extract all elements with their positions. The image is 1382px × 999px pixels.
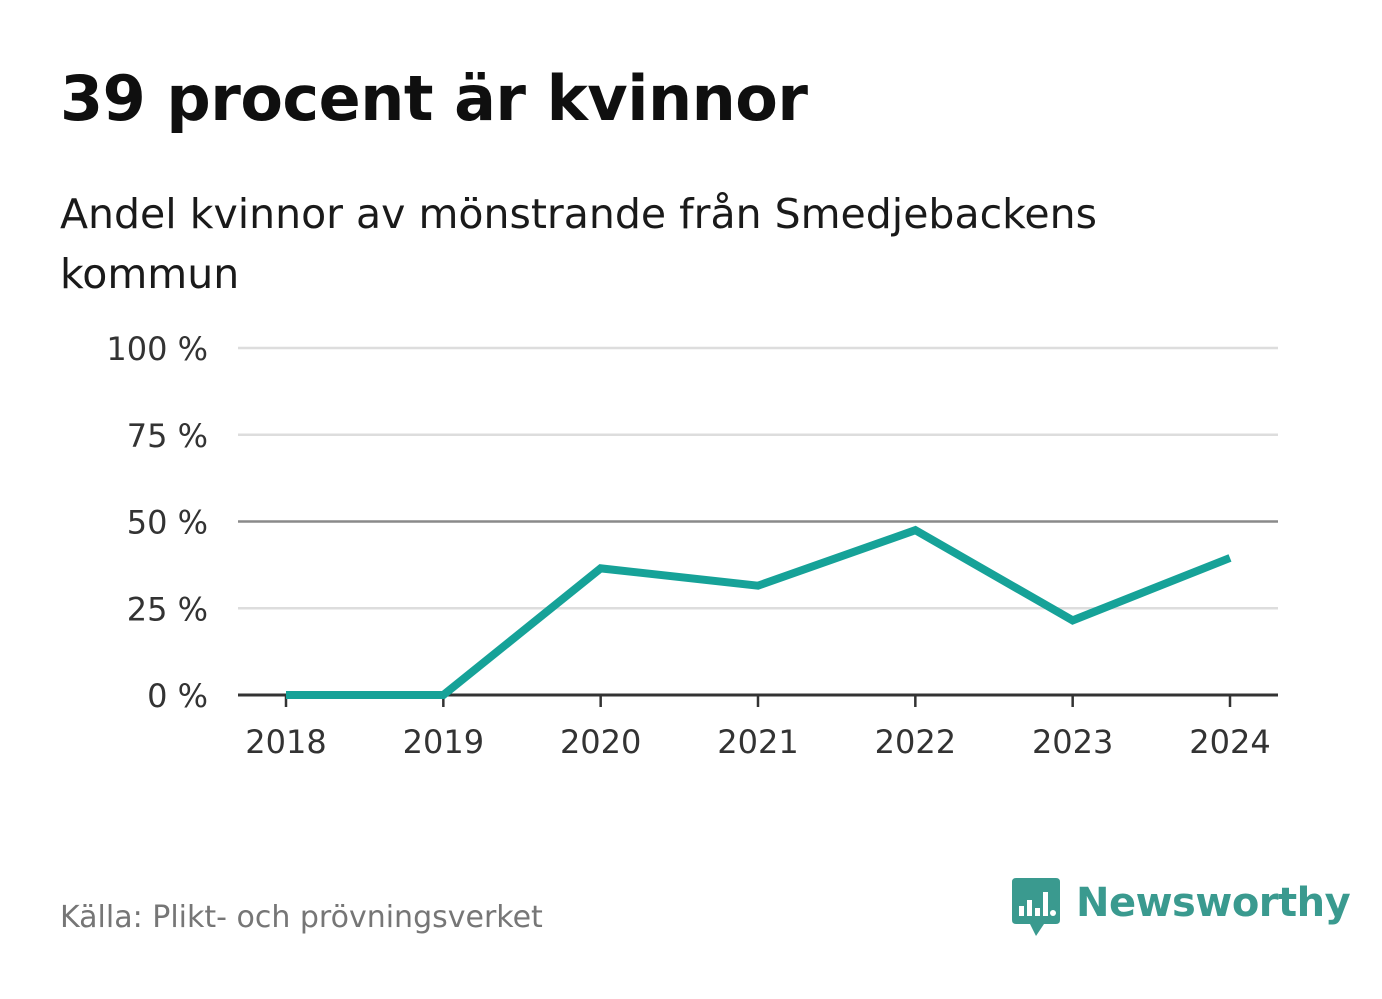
y-tick-label: 75 % xyxy=(127,417,208,455)
series-line xyxy=(286,525,1232,699)
newsworthy-chart-icon xyxy=(1012,878,1060,936)
chart-title: 39 procent är kvinnor xyxy=(60,62,808,135)
y-tick-label: 25 % xyxy=(127,590,208,628)
y-tick-label: 50 % xyxy=(127,504,208,542)
y-tick-label: 100 % xyxy=(106,330,208,368)
chart-subtitle: Andel kvinnor av mönstrande från Smedjeb… xyxy=(60,190,1097,298)
x-tick-label: 2024 xyxy=(1189,723,1270,761)
x-tick-label: 2022 xyxy=(875,723,956,761)
y-tick-label: 0 % xyxy=(147,677,208,715)
x-tick-label: 2023 xyxy=(1032,723,1113,761)
brand-logo: Newsworthy xyxy=(1010,878,1351,942)
x-tick-label: 2021 xyxy=(717,723,798,761)
brand-name: Newsworthy xyxy=(1076,880,1351,926)
x-tick-label: 2019 xyxy=(403,723,484,761)
x-tick-label: 2020 xyxy=(560,723,641,761)
x-tick-label: 2018 xyxy=(245,723,326,761)
source-note: Källa: Plikt- och prövningsverket xyxy=(60,900,543,935)
